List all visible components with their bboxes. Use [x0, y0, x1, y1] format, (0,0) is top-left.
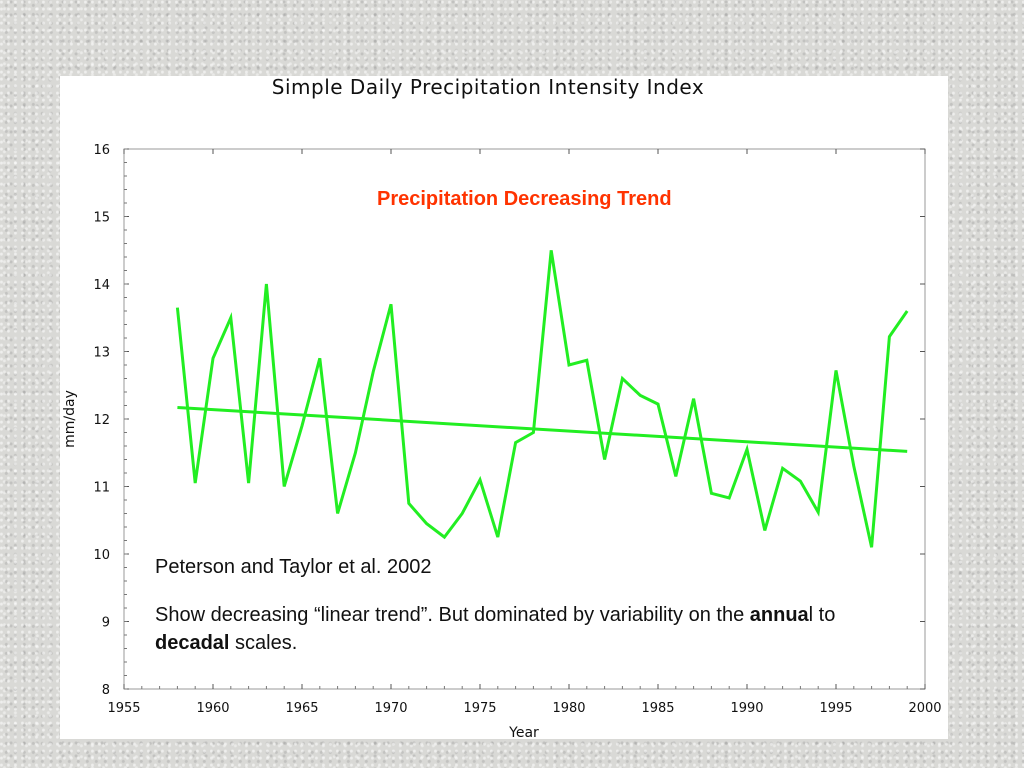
x-axis-label: Year: [508, 725, 539, 739]
y-tick-label: 10: [93, 548, 110, 563]
y-tick-label: 13: [93, 346, 110, 361]
description-text: Show decreasing “linear trend”. But domi…: [155, 601, 855, 657]
desc-part-2: l to: [808, 604, 836, 626]
y-tick-label: 9: [102, 616, 110, 631]
x-tick-label: 1965: [285, 701, 318, 716]
citation-text: Peterson and Taylor et al. 2002: [155, 556, 432, 578]
series-line-precipitation: [175, 250, 909, 548]
x-tick-label: 1980: [552, 701, 585, 716]
x-tick-label: 2000: [908, 701, 941, 716]
x-tick-label: 1995: [819, 701, 852, 716]
y-tick-label: 11: [93, 481, 110, 496]
desc-bold-decadal: decadal: [155, 632, 230, 654]
y-tick-label: 15: [93, 211, 110, 226]
chart-panel: Simple Daily Precipitation Intensity Ind…: [60, 76, 948, 739]
x-tick-label: 1975: [463, 701, 496, 716]
y-tick-label: 12: [93, 413, 110, 428]
desc-part-3: scales.: [229, 632, 298, 654]
desc-part-1: Show decreasing “linear trend”. But domi…: [155, 604, 750, 626]
x-tick-label: 1955: [107, 701, 140, 716]
trend-annotation: Precipitation Decreasing Trend: [377, 188, 672, 210]
y-tick-label: 8: [102, 683, 110, 698]
desc-bold-annual: annua: [749, 604, 809, 626]
series-layer: [175, 250, 909, 548]
series-line-linear-trend: [177, 406, 908, 453]
axes: 1955 1960 1965 1970 1975 1980 1985 1990 1995 2000…: [93, 143, 941, 716]
y-tick-label: 14: [93, 278, 110, 293]
chart-title: Simple Daily Precipitation Intensity Ind…: [272, 76, 704, 99]
x-tick-label: 1960: [196, 701, 229, 716]
y-axis-label: mm/day: [62, 390, 78, 448]
x-tick-label: 1985: [641, 701, 674, 716]
x-tick-label: 1990: [730, 701, 763, 716]
x-tick-label: 1970: [374, 701, 407, 716]
y-tick-label: 16: [93, 143, 110, 158]
precipitation-chart: Simple Daily Precipitation Intensity Ind…: [62, 76, 942, 739]
